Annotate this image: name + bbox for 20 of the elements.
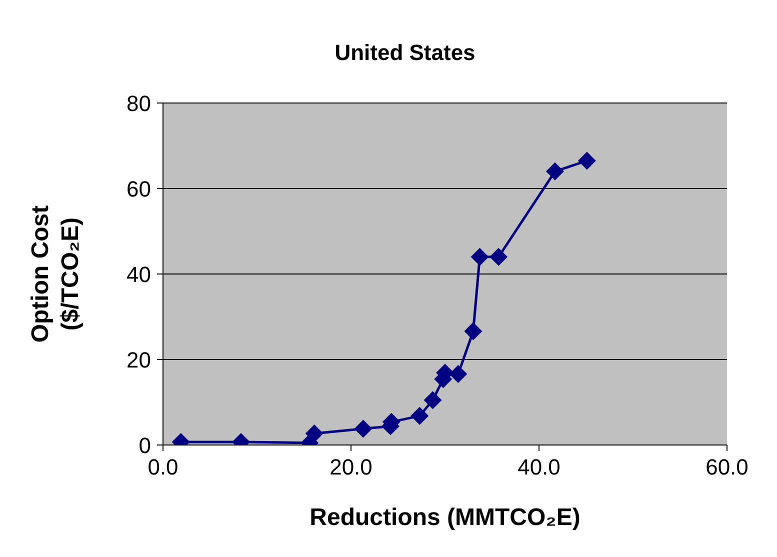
x-tick-label: 20.0 bbox=[330, 454, 372, 480]
y-tick-label: 20 bbox=[126, 347, 151, 372]
point bbox=[354, 420, 372, 438]
point bbox=[578, 152, 596, 170]
y-tick-label: 40 bbox=[126, 262, 151, 287]
point bbox=[305, 424, 324, 442]
x-tick-label: 40.0 bbox=[518, 454, 560, 480]
chart-title: United States bbox=[334, 40, 476, 65]
point bbox=[449, 365, 468, 384]
point bbox=[470, 248, 489, 266]
point bbox=[410, 406, 429, 425]
point bbox=[546, 162, 564, 180]
y-tick-label: 60 bbox=[126, 176, 151, 202]
y-axis-title: Option Cost ($/TCO₂E) bbox=[27, 205, 84, 343]
point bbox=[490, 248, 508, 266]
x-axis-title: Reductions (MMTCO₂E) bbox=[310, 504, 580, 531]
point bbox=[464, 322, 482, 340]
point bbox=[424, 391, 442, 410]
y-tick-label: 80 bbox=[126, 90, 151, 116]
x-tick-label: 60.0 bbox=[706, 454, 748, 480]
